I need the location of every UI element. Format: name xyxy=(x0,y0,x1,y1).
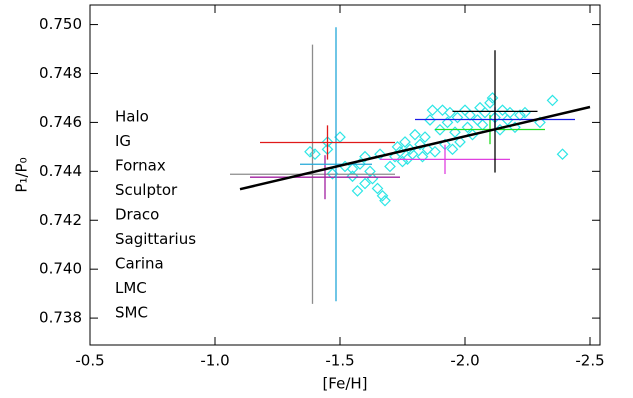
data-point xyxy=(359,150,371,163)
data-point xyxy=(501,114,514,126)
data-point xyxy=(449,126,461,139)
data-point xyxy=(446,143,459,156)
y-tick-label: 0.744 xyxy=(39,162,82,180)
data-point xyxy=(476,119,489,131)
data-point xyxy=(359,177,371,190)
legend-entry: Halo xyxy=(115,108,149,126)
x-tick-label: -2.0 xyxy=(450,352,479,370)
data-point xyxy=(424,114,436,126)
data-point xyxy=(351,185,364,197)
data-point xyxy=(376,189,389,202)
data-point xyxy=(519,106,531,119)
data-point xyxy=(304,145,316,158)
legend-entry: IG xyxy=(115,132,131,150)
legend-entry: SMC xyxy=(115,304,148,322)
data-point xyxy=(546,94,559,107)
y-axis-label: P₁/P₀ xyxy=(13,157,31,192)
x-tick-label: -0.5 xyxy=(75,352,104,370)
y-tick-label: 0.746 xyxy=(39,113,82,131)
legend-entry: LMC xyxy=(115,279,147,297)
data-point xyxy=(379,194,391,207)
data-point xyxy=(409,128,421,141)
data-point xyxy=(309,148,321,161)
x-tick-label: -1.5 xyxy=(325,352,354,370)
data-point xyxy=(421,143,434,156)
data-point xyxy=(454,136,466,148)
plot-frame xyxy=(89,4,601,346)
y-tick-label: 0.738 xyxy=(39,309,82,327)
data-point xyxy=(441,116,454,129)
y-tick-label: 0.740 xyxy=(39,260,82,278)
y-tick-label: 0.750 xyxy=(39,15,82,33)
data-point xyxy=(426,104,439,117)
data-point xyxy=(436,104,449,117)
data-point xyxy=(461,121,474,134)
legend-entry: Sculptor xyxy=(115,181,178,199)
data-point xyxy=(419,131,431,143)
data-point xyxy=(451,111,464,124)
data-point xyxy=(399,136,411,148)
data-point xyxy=(414,138,426,151)
data-point xyxy=(556,148,569,161)
data-point xyxy=(416,150,429,163)
data-point xyxy=(346,170,359,183)
data-point xyxy=(371,182,384,195)
x-tick-label: -2.5 xyxy=(575,352,604,370)
data-point xyxy=(434,123,446,136)
x-axis-label: [Fe/H] xyxy=(322,375,367,393)
fit-line xyxy=(239,105,591,191)
y-tick-label: 0.748 xyxy=(39,64,82,82)
data-point xyxy=(486,92,499,104)
data-point xyxy=(496,104,509,117)
y-tick-label: 0.742 xyxy=(39,211,82,229)
data-point xyxy=(384,160,396,173)
legend-entry: Fornax xyxy=(115,157,166,175)
data-point xyxy=(429,145,441,158)
data-point xyxy=(479,106,491,119)
legend-entry: Carina xyxy=(115,255,164,273)
data-point xyxy=(459,104,471,117)
legend-entry: Sagittarius xyxy=(115,230,196,248)
x-tick-label: -1.0 xyxy=(200,352,229,370)
legend-entry: Draco xyxy=(115,206,159,224)
data-point xyxy=(484,96,496,109)
